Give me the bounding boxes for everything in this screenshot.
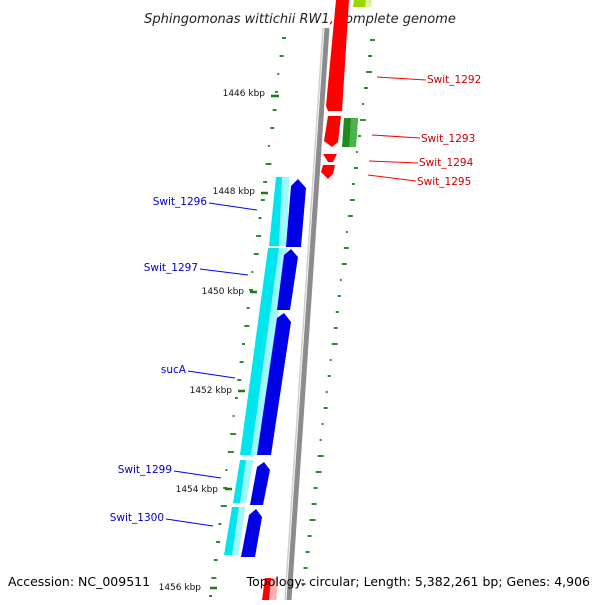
cds-arrow-sucA[interactable] [257, 313, 291, 455]
gene-label-swit-1296[interactable]: Swit_1296 [153, 196, 208, 208]
topology-text: Topology: circular; Length: 5,382,261 bp… [246, 574, 590, 589]
gene-label-swit-1299[interactable]: Swit_1299 [118, 464, 172, 476]
gene-bar-swit-1299-light[interactable] [240, 460, 253, 503]
kbp-ruler: 1446 kbp 1448 kbp 1450 kbp 1452 kbp 1454… [159, 89, 279, 593]
gene-label-swit-1295[interactable]: Swit_1295 [417, 176, 471, 188]
leader-swit-1299 [173, 470, 222, 479]
cds-arrow-swit-1295[interactable] [321, 165, 335, 179]
reverse-gene-labels: Swit_1296 Swit_1297 sucA Swit_1299 Swit_… [110, 196, 258, 527]
cds-arrow-swit-1296[interactable] [286, 179, 306, 247]
leader-swit-1292 [376, 76, 427, 81]
gene-bar-swit-1292[interactable] [326, 0, 349, 111]
gene-bar-swit-1292-top-b[interactable] [365, 0, 372, 7]
cds-arrow-swit-1294[interactable] [323, 154, 337, 162]
gc-content-track-outer [301, 39, 375, 585]
leader-swit-1293 [371, 134, 421, 139]
ruler-label-1456: 1456 kbp [159, 583, 202, 593]
gene-label-swit-1300[interactable]: Swit_1300 [110, 512, 164, 524]
map-title: Sphingomonas wittichii RW1, complete gen… [144, 12, 456, 27]
leader-swit-1300 [165, 518, 214, 527]
gene-bar-swit-1292-top[interactable] [353, 0, 366, 7]
forward-gene-labels: Swit_1292 Swit_1293 Swit_1294 Swit_1295 [367, 74, 481, 188]
gene-label-swit-1292[interactable]: Swit_1292 [427, 74, 481, 86]
ruler-label-1448: 1448 kbp [213, 187, 256, 197]
cds-arrow-swit-1299[interactable] [250, 462, 270, 505]
ruler-label-1454: 1454 kbp [176, 485, 219, 495]
gene-label-swit-1293[interactable]: Swit_1293 [421, 133, 475, 145]
ruler-label-1450: 1450 kbp [202, 287, 245, 297]
gene-bar-swit-1297-sucA-light[interactable] [251, 248, 287, 455]
gene-bar-next-feature-light[interactable] [269, 578, 278, 600]
gene-label-swit-1294[interactable]: Swit_1294 [419, 157, 474, 169]
cds-arrow-swit-1293[interactable] [324, 116, 341, 147]
reverse-strand-features [241, 179, 306, 557]
gene-label-swit-1297[interactable]: Swit_1297 [144, 262, 198, 274]
cds-arrow-swit-1297[interactable] [277, 249, 298, 310]
ruler-label-1452: 1452 kbp [190, 386, 233, 396]
gene-bar-swit-1296-light[interactable] [279, 177, 289, 246]
gene-bar-swit-1300-light[interactable] [232, 507, 245, 555]
cds-arrow-swit-1300[interactable] [241, 509, 262, 557]
gc-content-track-inner [209, 37, 286, 597]
leader-swit-1294 [368, 160, 419, 164]
gene-label-sucA[interactable]: sucA [161, 364, 187, 376]
leader-sucA [187, 370, 236, 379]
forward-strand-features [262, 0, 372, 600]
accession-text: Accession: NC_009511 [8, 574, 150, 589]
leader-swit-1297 [199, 268, 249, 276]
gene-bar-swit-1293-rna-light[interactable] [349, 118, 358, 147]
genome-backbone [284, 27, 330, 601]
reverse-gene-track [224, 177, 289, 555]
ruler-label-1446: 1446 kbp [223, 89, 266, 99]
leader-swit-1296 [208, 202, 258, 211]
leader-swit-1295 [367, 174, 417, 182]
